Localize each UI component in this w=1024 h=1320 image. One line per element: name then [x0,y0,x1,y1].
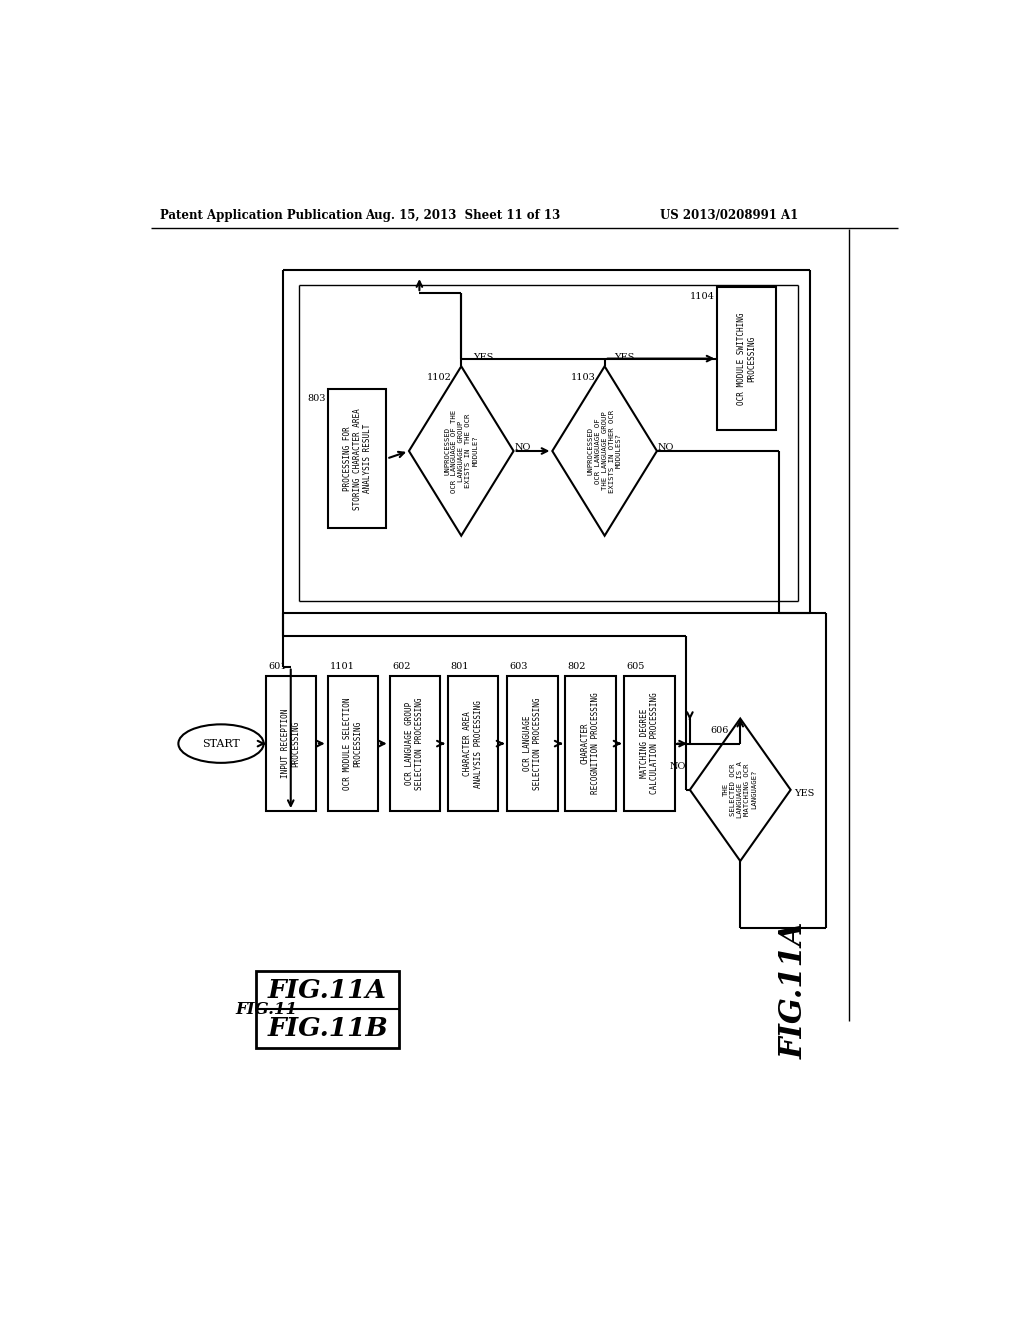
Text: UNPROCESSED
OCR LANGUAGE OF THE
LANGUAGE GROUP
EXISTS IN THE OCR
MODULE?: UNPROCESSED OCR LANGUAGE OF THE LANGUAGE… [444,409,478,492]
Text: FIG.11A: FIG.11A [779,921,810,1059]
Ellipse shape [178,725,263,763]
Text: UNPROCESSED
OCR LANGUAGE OF
THE LANGUAGE GROUP
EXISTS IN OTHER OCR
MODULES?: UNPROCESSED OCR LANGUAGE OF THE LANGUAGE… [588,409,622,492]
Text: NO: NO [515,442,531,451]
Text: 803: 803 [307,395,326,403]
Polygon shape [625,676,675,810]
Text: OCR MODULE SELECTION
PROCESSING: OCR MODULE SELECTION PROCESSING [343,697,362,789]
Text: FIG.11A: FIG.11A [268,978,387,1002]
Text: CHARACTER AREA
ANALYSIS PROCESSING: CHARACTER AREA ANALYSIS PROCESSING [463,700,482,788]
Text: MATCHING DEGREE
CALCULATION PROCESSING: MATCHING DEGREE CALCULATION PROCESSING [640,693,659,795]
Text: 1103: 1103 [570,372,595,381]
Polygon shape [447,676,498,810]
Text: 801: 801 [450,663,469,672]
Polygon shape [690,718,791,861]
Text: NO: NO [658,442,675,451]
Text: START: START [202,739,240,748]
Polygon shape [507,676,558,810]
Text: PROCESSING FOR
STORING CHARACTER AREA
ANALYSIS RESULT: PROCESSING FOR STORING CHARACTER AREA AN… [342,408,373,510]
Polygon shape [409,367,514,536]
Polygon shape [389,676,440,810]
Text: CHARACTER
RECOGNITION PROCESSING: CHARACTER RECOGNITION PROCESSING [581,693,600,795]
Polygon shape [265,676,316,810]
Text: THE
SELECTED OCR
LANGUAGE IS A
MATCHING OCR
LANGUAGE?: THE SELECTED OCR LANGUAGE IS A MATCHING … [723,762,758,818]
Polygon shape [328,676,378,810]
Text: FIG.11B: FIG.11B [267,1016,388,1041]
Text: YES: YES [613,352,634,362]
Text: 606: 606 [711,726,729,735]
Text: Patent Application Publication: Patent Application Publication [160,209,362,222]
Text: 601: 601 [268,663,287,672]
Text: YES: YES [473,352,494,362]
Text: OCR LANGUAGE
SELECTION PROCESSING: OCR LANGUAGE SELECTION PROCESSING [523,697,543,789]
Text: 602: 602 [392,663,411,672]
Text: Aug. 15, 2013  Sheet 11 of 13: Aug. 15, 2013 Sheet 11 of 13 [366,209,560,222]
Polygon shape [256,970,399,1048]
Polygon shape [329,389,386,528]
Text: 1104: 1104 [690,292,715,301]
Text: 605: 605 [627,663,645,672]
Text: 603: 603 [510,663,528,672]
Text: INPUT RECEPTION
PROCESSING: INPUT RECEPTION PROCESSING [281,709,300,779]
Text: US 2013/0208991 A1: US 2013/0208991 A1 [659,209,798,222]
Text: OCR LANGUAGE GROUP
SELECTION PROCESSING: OCR LANGUAGE GROUP SELECTION PROCESSING [406,697,425,789]
Text: FIG.11: FIG.11 [234,1001,297,1018]
Text: 1102: 1102 [427,372,452,381]
Text: YES: YES [795,789,815,799]
Text: NO: NO [670,762,686,771]
Text: 802: 802 [568,663,587,672]
Polygon shape [552,367,657,536]
Polygon shape [718,288,775,430]
Text: 1101: 1101 [330,663,354,672]
Text: OCR MODULE SWITCHING
PROCESSING: OCR MODULE SWITCHING PROCESSING [736,313,756,405]
Polygon shape [565,676,615,810]
